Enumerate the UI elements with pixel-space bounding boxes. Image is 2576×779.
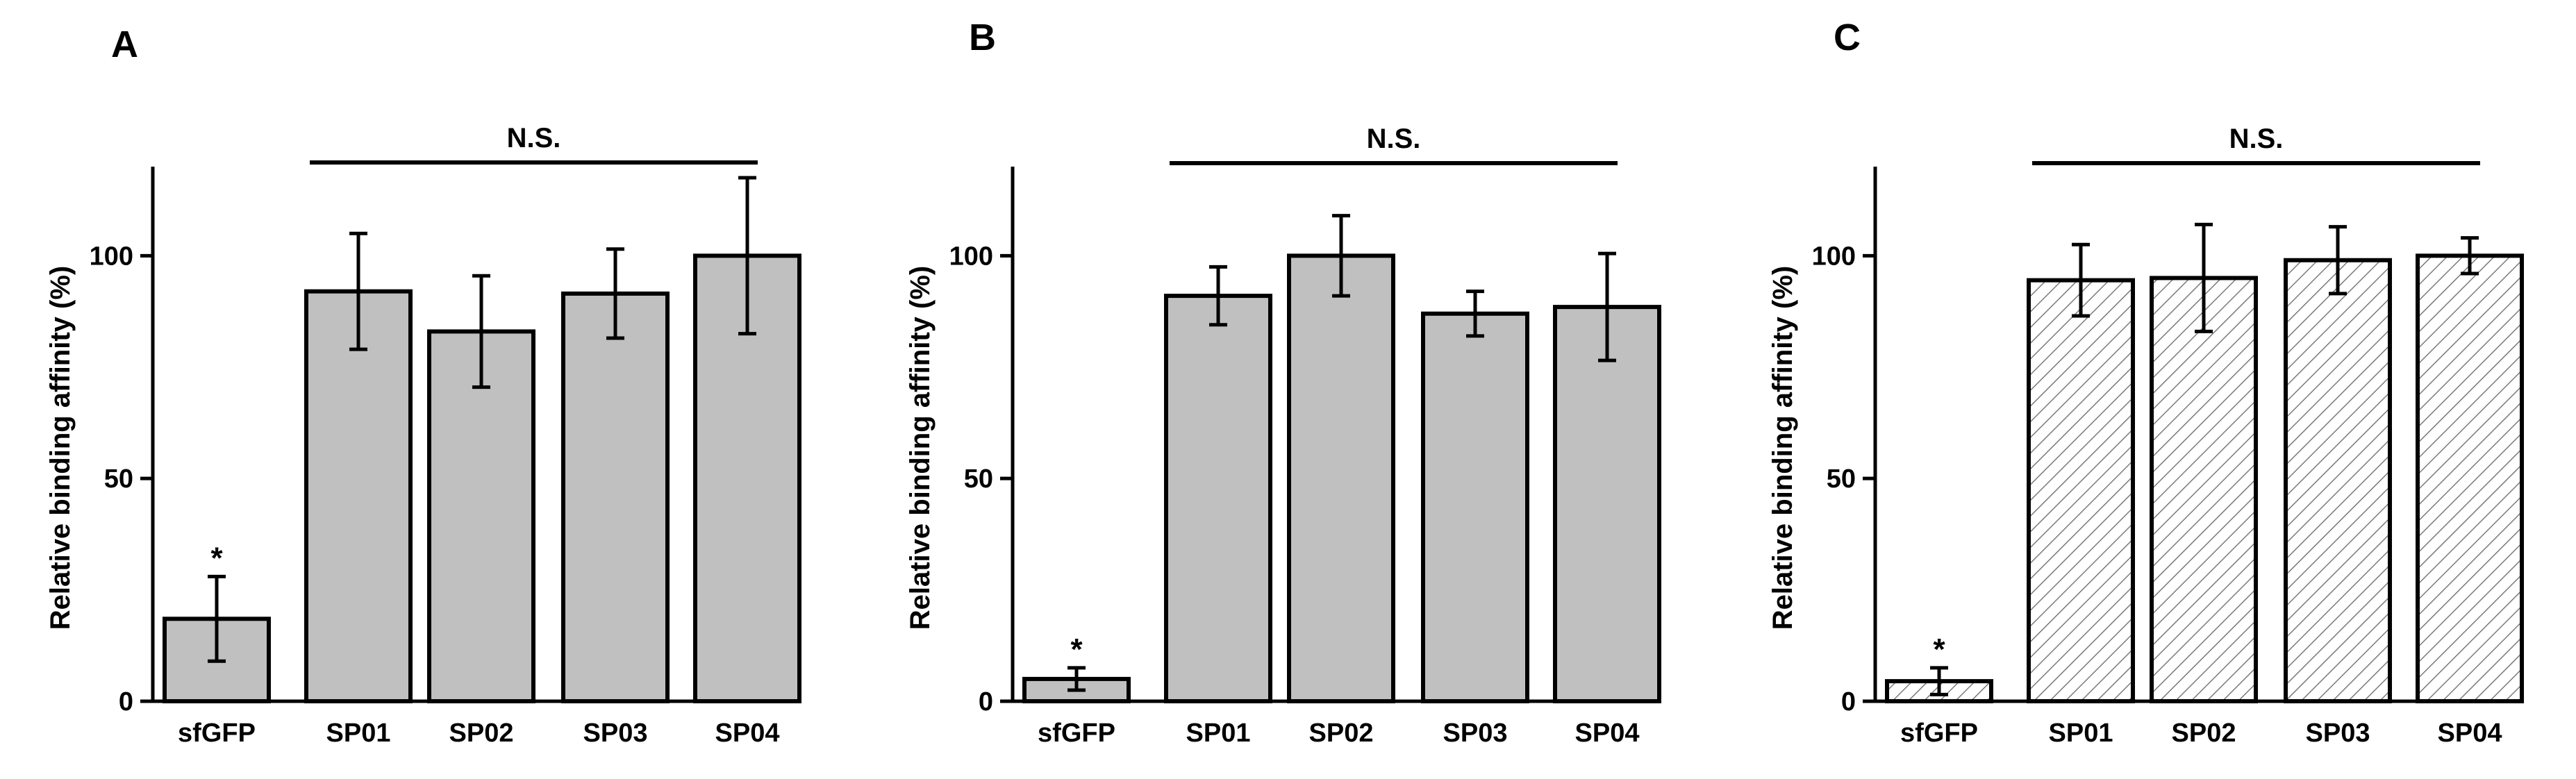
x-tick-label: sfGFP: [178, 719, 256, 748]
bar-sp02: [1287, 253, 1395, 704]
x-tick-label: SP03: [2306, 719, 2370, 748]
bar-sp02: [2150, 276, 2258, 703]
bar-sp03: [2284, 258, 2392, 703]
significance-label: N.S.: [2229, 124, 2284, 154]
significance-label: N.S.: [507, 123, 561, 153]
x-tick-label: SP01: [326, 719, 391, 748]
y-tick-label: 50: [104, 464, 133, 494]
x-tick-label: SP01: [1186, 719, 1251, 748]
panel-letter: A: [111, 24, 138, 65]
y-axis-label: Relative binding affinity (%): [905, 266, 936, 630]
y-tick-label: 100: [1812, 242, 1856, 271]
x-tick-label: SP03: [583, 719, 648, 748]
chart-panel-a: A 0 50 100 Relative binding affinity (%) sfGF…: [45, 24, 801, 748]
x-tick-label: SP02: [449, 719, 514, 748]
x-tick-label: SP04: [1575, 719, 1640, 748]
y-tick-label: 0: [1841, 687, 1856, 717]
x-tick-label: SP02: [2172, 719, 2236, 748]
x-tick-label: SP01: [2049, 719, 2113, 748]
y-tick-label: 0: [119, 687, 133, 717]
panels-root: A 0 50 100 Relative binding affinity (%) sfGF…: [45, 17, 2524, 748]
bar-sp01: [1164, 294, 1272, 704]
y-tick-label: 50: [1827, 464, 1856, 494]
x-tick-label: sfGFP: [1900, 719, 1978, 748]
bar-sp04: [1553, 305, 1661, 703]
x-tick-label: SP04: [715, 719, 780, 748]
chart-panel-b: B 0 50 100 Relative binding affinity (%) sfGF…: [905, 17, 1661, 748]
bar-sp01: [2027, 278, 2135, 703]
bar-sp01: [304, 289, 413, 703]
y-axis-label: Relative binding affinity (%): [1768, 266, 1798, 630]
x-tick-label: SP02: [1309, 719, 1374, 748]
x-tick-label: sfGFP: [1038, 719, 1115, 748]
y-axis-label: Relative binding affinity (%): [45, 266, 76, 630]
y-tick-label: 0: [979, 687, 993, 717]
significance-star: *: [1070, 633, 1083, 667]
panel-letter: B: [969, 17, 996, 58]
y-tick-label: 50: [964, 464, 993, 494]
significance-star: *: [1933, 633, 1945, 667]
y-tick-label: 100: [90, 242, 133, 271]
x-tick-label: SP03: [1443, 719, 1508, 748]
significance-label: N.S.: [1367, 124, 1421, 154]
y-tick-label: 100: [949, 242, 993, 271]
significance-star: *: [210, 541, 223, 575]
bar-sp04: [2416, 253, 2524, 704]
chart-panel-c: C 0 50 100 Relative binding affinity (%) sfGF…: [1768, 17, 2524, 748]
bar-sp03: [1421, 311, 1529, 703]
panel-letter: C: [1834, 17, 1861, 58]
x-tick-label: SP04: [2438, 719, 2502, 748]
bar-sp03: [561, 291, 670, 703]
